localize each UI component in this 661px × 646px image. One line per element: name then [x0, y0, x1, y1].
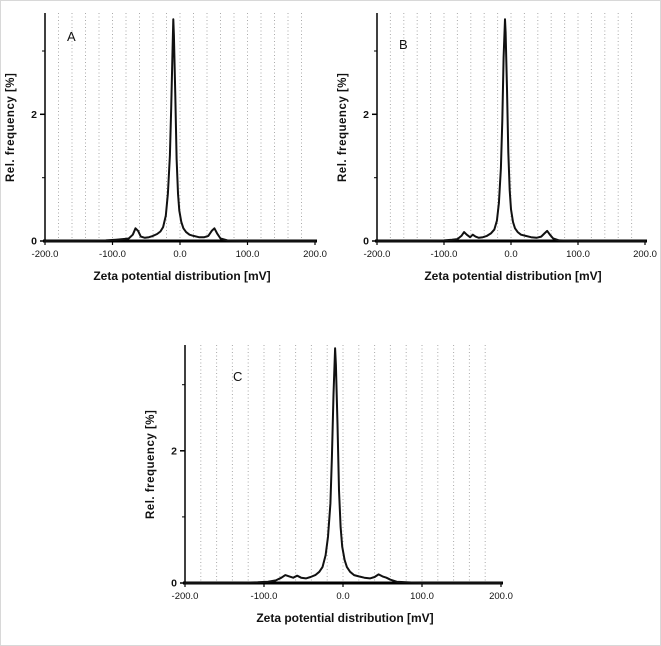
panel-b-letter: B — [399, 37, 408, 52]
svg-text:-100.0: -100.0 — [99, 249, 126, 260]
panel-a: A Rel. frequency [%] -200.0 -100.0 0.0 100.… — [5, 5, 329, 283]
panel-c-y-axis-label: Rel. frequency [%] — [145, 409, 157, 519]
panel-a-x-axis-label: Zeta potential distribution [mV] — [93, 269, 271, 283]
panel-b: B Rel. frequency [%] -200.0 -100.0 0.0 100.… — [337, 5, 659, 283]
svg-text:-200.0: -200.0 — [172, 591, 199, 602]
panel-a-letter: A — [67, 29, 76, 44]
panel-c-x-axis-label: Zeta potential distribution [mV] — [256, 611, 434, 625]
panel-c: C Rel. frequency [%] -200.0 -100.0 0.0 100.… — [145, 337, 515, 625]
svg-text:2: 2 — [363, 109, 369, 121]
svg-text:0.0: 0.0 — [173, 249, 186, 260]
svg-text:2: 2 — [171, 445, 177, 457]
svg-text:200.0: 200.0 — [633, 249, 657, 260]
svg-text:-100.0: -100.0 — [431, 249, 458, 260]
svg-text:0: 0 — [171, 578, 177, 590]
panel-c-chart: -200.0 -100.0 0.0 100.0 200.0 0 2 — [171, 345, 513, 602]
svg-text:100.0: 100.0 — [566, 249, 590, 260]
svg-text:0.0: 0.0 — [336, 591, 349, 602]
panel-b-x-axis-label: Zeta potential distribution [mV] — [424, 269, 602, 283]
panel-b-y-axis-label: Rel. frequency [%] — [337, 72, 349, 182]
panel-a-chart: -200.0 -100.0 0.0 100.0 200.0 0 2 — [31, 13, 327, 260]
svg-text:0.0: 0.0 — [504, 249, 517, 260]
panel-c-letter: C — [233, 369, 243, 384]
svg-text:2: 2 — [31, 109, 37, 121]
panel-b-chart: -200.0 -100.0 0.0 100.0 200.0 0 2 — [363, 13, 657, 260]
panel-a-y-axis-label: Rel. frequency [%] — [5, 72, 17, 182]
svg-text:-200.0: -200.0 — [32, 249, 59, 260]
svg-text:0: 0 — [363, 236, 369, 248]
svg-text:200.0: 200.0 — [489, 591, 513, 602]
svg-text:-200.0: -200.0 — [364, 249, 391, 260]
svg-text:200.0: 200.0 — [303, 249, 327, 260]
svg-text:-100.0: -100.0 — [251, 591, 278, 602]
svg-text:0: 0 — [31, 236, 37, 248]
svg-text:100.0: 100.0 — [236, 249, 260, 260]
svg-text:100.0: 100.0 — [410, 591, 434, 602]
